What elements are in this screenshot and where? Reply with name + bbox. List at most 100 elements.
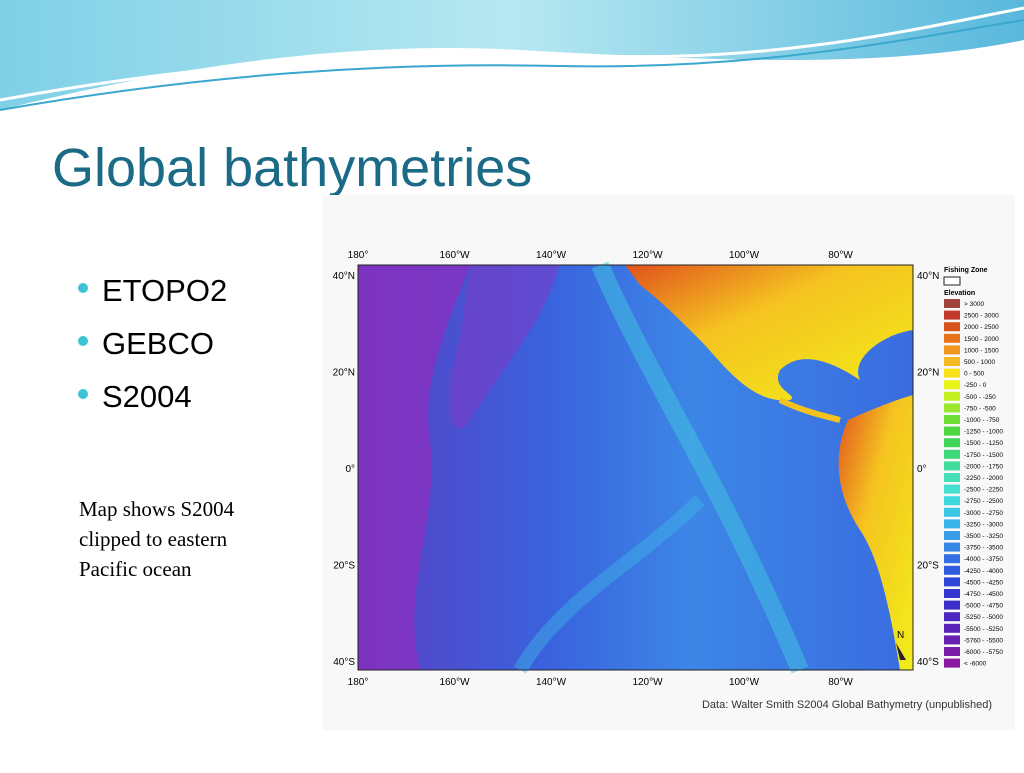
legend-swatch	[944, 647, 960, 656]
lon-label-top: 80°W	[828, 250, 853, 261]
legend-label: -3500 - -3250	[964, 533, 1003, 540]
legend-swatch	[944, 310, 960, 320]
north-arrow	[896, 643, 906, 660]
legend-swatch	[944, 542, 960, 552]
legend-swatch	[944, 380, 960, 390]
lat-label-right: 20°S	[917, 561, 939, 572]
lon-label-top: 120°W	[632, 250, 663, 261]
legend-label: -1750 - -1500	[964, 452, 1003, 459]
legend-swatch	[944, 438, 960, 448]
lat-label-left: 40°N	[333, 271, 355, 282]
legend-swatch	[944, 623, 960, 633]
legend-swatch	[944, 368, 960, 378]
legend-label: 1000 - 1500	[964, 347, 999, 354]
legend-label: 0 - 500	[964, 371, 985, 378]
slide-title: Global bathymetries	[52, 138, 532, 198]
legend-label: -1500 - -1250	[964, 440, 1003, 447]
legend-label: 500 - 1000	[964, 359, 995, 366]
legend-label: > 3000	[964, 301, 984, 308]
legend-swatch	[944, 333, 960, 343]
legend-label: -1000 - -750	[964, 417, 1000, 424]
legend-label: 1500 - 2000	[964, 336, 999, 343]
lat-label-left: 20°S	[333, 561, 355, 572]
legend-label: 2500 - 3000	[964, 313, 999, 320]
legend-label: -3250 - -3000	[964, 521, 1003, 528]
legend-zone-swatch	[943, 276, 961, 286]
legend-swatch	[944, 577, 960, 587]
legend-label: -4250 - -4000	[964, 568, 1003, 575]
lon-label-top: 140°W	[536, 250, 567, 261]
legend-swatch	[944, 391, 960, 401]
legend-label: -4500 - -4250	[964, 579, 1003, 586]
lon-label-bottom: 120°W	[632, 677, 663, 688]
legend-swatch	[944, 554, 960, 564]
lon-label-bottom: 160°W	[439, 677, 470, 688]
legend-zone: Fishing Zone	[944, 267, 988, 274]
legend-swatch	[944, 403, 960, 413]
legend-label: -3750 - -3500	[964, 545, 1003, 552]
legend-label: -5000 - -4750	[964, 603, 1003, 610]
legend-label: < -6000	[964, 661, 987, 668]
legend-title: Elevation	[944, 290, 975, 297]
lon-label-top: 180°	[348, 250, 369, 261]
bullet-text: S2004	[102, 379, 192, 414]
lat-label-right: 20°N	[917, 368, 939, 379]
legend-label: -5250 - -5000	[964, 614, 1003, 621]
legend-label: -750 - -500	[964, 405, 996, 412]
legend-label: -2750 - -2500	[964, 498, 1003, 505]
legend-swatch	[944, 299, 960, 308]
legend-label: -500 - -250	[964, 394, 996, 401]
lon-label-bottom: 100°W	[729, 677, 760, 688]
legend-swatch	[944, 635, 960, 645]
map-image	[358, 261, 913, 674]
legend-swatch	[944, 484, 960, 494]
legend-swatch	[944, 461, 960, 471]
note-line: Pacific ocean	[79, 557, 192, 581]
legend-label: -4750 - -4500	[964, 591, 1003, 598]
lat-label-right: 40°N	[917, 271, 939, 282]
legend-label: -5760 - -5500	[964, 637, 1003, 644]
legend-swatch	[944, 415, 960, 424]
lat-label-right: 40°S	[917, 657, 939, 668]
lat-label-left: 40°S	[333, 657, 355, 668]
note-line: Map shows S2004	[79, 497, 235, 521]
legend-label: -3000 - -2750	[964, 510, 1003, 517]
legend-swatch	[944, 345, 960, 355]
legend-swatch	[944, 426, 960, 436]
legend-swatch	[944, 357, 960, 366]
bullet-text: GEBCO	[102, 326, 214, 361]
legend-label: -250 - 0	[964, 382, 987, 389]
lon-label-top: 100°W	[729, 250, 760, 261]
legend-label: -4000 - -3750	[964, 556, 1003, 563]
legend-label: -2250 - -2000	[964, 475, 1003, 482]
bullet-text: ETOPO2	[102, 273, 227, 308]
legend-label: -1250 - -1000	[964, 429, 1003, 436]
legend-swatch	[944, 507, 960, 517]
bullet-dot	[78, 283, 88, 293]
legend-swatch	[944, 519, 960, 529]
legend-label: 2000 - 2500	[964, 324, 999, 331]
legend-swatch	[944, 565, 960, 575]
lon-label-bottom: 140°W	[536, 677, 567, 688]
lon-label-bottom: 180°	[348, 677, 369, 688]
legend-swatch	[944, 322, 960, 332]
lon-label-top: 160°W	[439, 250, 470, 261]
lat-label-right: 0°	[917, 464, 927, 475]
legend-label: -6000 - -5750	[964, 649, 1003, 656]
legend-swatch	[944, 589, 960, 598]
legend-swatch	[944, 658, 960, 668]
bullet-dot	[78, 336, 88, 346]
legend-swatch	[944, 449, 960, 459]
legend-label: -2500 - -2250	[964, 487, 1003, 494]
legend-label: -2000 - -1750	[964, 463, 1003, 470]
legend-swatch	[944, 531, 960, 540]
lat-label-left: 20°N	[333, 368, 355, 379]
lat-label-left: 0°	[345, 464, 355, 475]
legend-swatch	[944, 473, 960, 482]
map-credit: Data: Walter Smith S2004 Global Bathymet…	[702, 699, 992, 711]
legend-swatch	[944, 496, 960, 506]
bullet-dot	[78, 389, 88, 399]
note-line: clipped to eastern	[79, 527, 228, 551]
